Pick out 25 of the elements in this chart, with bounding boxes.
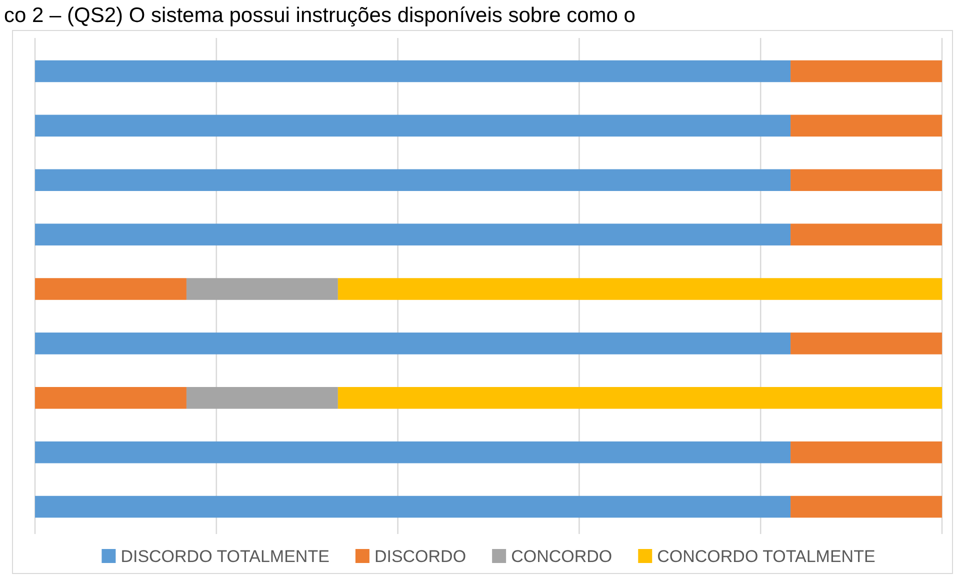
bar [338, 387, 942, 409]
bar [35, 387, 186, 409]
bar [186, 387, 338, 409]
bar [338, 278, 942, 300]
bar [35, 60, 791, 82]
bar [790, 224, 942, 246]
bar [35, 224, 791, 246]
bar [790, 114, 942, 137]
bar [790, 496, 942, 518]
legend-label: DISCORDO [374, 546, 466, 566]
legend-label: DISCORDO TOTALMENTE [120, 546, 330, 566]
legend-label: CONCORDO [511, 546, 612, 566]
legend-label: CONCORDO TOTALMENTE [657, 546, 876, 566]
bar [35, 332, 791, 354]
bar [790, 169, 942, 191]
bar [186, 278, 338, 300]
bar [35, 278, 186, 300]
bar [790, 332, 942, 354]
bar [35, 169, 791, 191]
bar [35, 441, 791, 464]
bar [35, 496, 791, 518]
bar [790, 441, 942, 464]
bar [790, 60, 942, 82]
chart-title: co 2 – (QS2) O sistema possui instruções disponíveis sobre como o [4, 4, 636, 27]
bar [35, 114, 791, 137]
